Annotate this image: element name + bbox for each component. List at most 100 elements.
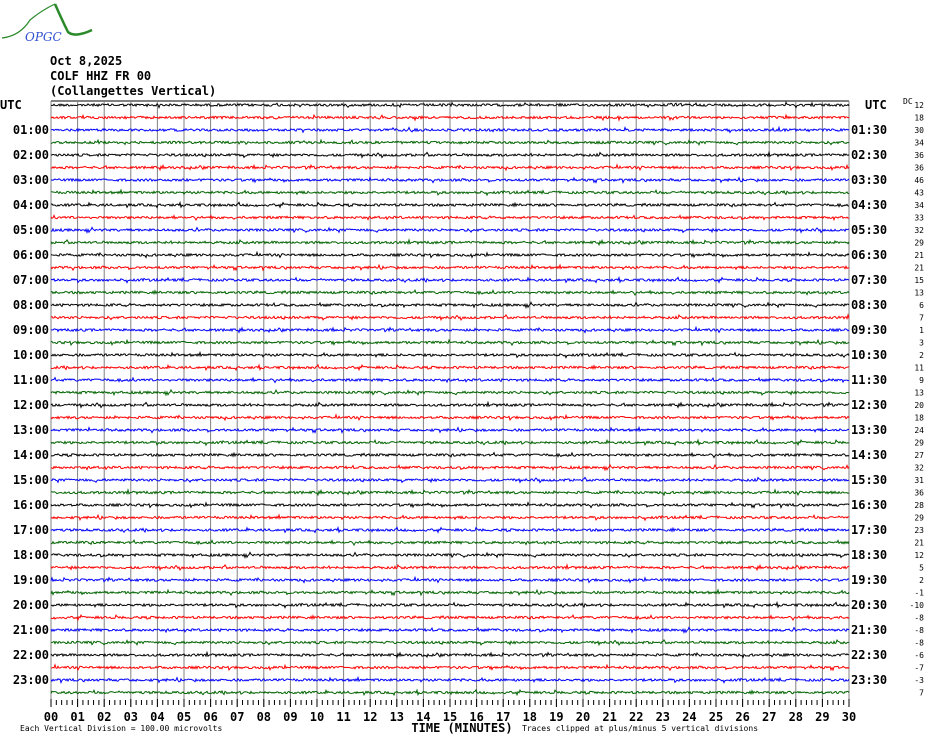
left-hour-label: 22:00 <box>13 648 49 662</box>
dc-value: 12 <box>914 551 924 560</box>
seismic-trace <box>50 214 850 222</box>
seismic-trace <box>50 163 850 172</box>
dc-value: 46 <box>914 176 924 185</box>
x-tick-label: 04 <box>150 710 164 724</box>
opgc-logo: OPGC <box>1 3 93 44</box>
left-hour-label: 09:00 <box>13 323 49 337</box>
dc-value: 21 <box>914 264 924 273</box>
dc-value: -10 <box>910 601 925 610</box>
seismic-trace <box>50 551 850 559</box>
x-tick-label: 11 <box>336 710 350 724</box>
dc-value: 21 <box>914 539 924 548</box>
dc-value: 32 <box>914 464 924 473</box>
right-hour-label: 14:30 <box>851 448 887 462</box>
seismic-trace <box>50 400 850 409</box>
x-tick-label: 12 <box>363 710 377 724</box>
seismic-trace <box>50 275 850 284</box>
seismic-trace <box>50 363 850 372</box>
x-tick-label: 01 <box>70 710 84 724</box>
left-hour-label: 06:00 <box>13 248 49 262</box>
seismic-trace <box>50 176 850 184</box>
x-tick-label: 14 <box>416 710 430 724</box>
x-tick-label: 25 <box>709 710 723 724</box>
right-hour-label: 17:30 <box>851 523 887 537</box>
dc-value: 36 <box>914 164 924 173</box>
seismic-trace <box>50 451 850 459</box>
x-tick-label: 00 <box>44 710 58 724</box>
seismic-trace <box>50 513 850 522</box>
station-label: COLF HHZ FR 00 <box>50 69 152 83</box>
right-hour-label: 19:30 <box>851 573 887 587</box>
left-hour-label: 04:00 <box>13 198 49 212</box>
x-tick-label: 15 <box>443 710 457 724</box>
left-hour-label: 08:00 <box>13 298 49 312</box>
left-hour-label: 05:00 <box>13 223 49 237</box>
x-tick-label: 07 <box>230 710 244 724</box>
dc-value: 21 <box>914 251 924 260</box>
x-tick-label: 20 <box>576 710 590 724</box>
right-hour-label: 12:30 <box>851 398 887 412</box>
dc-value: 43 <box>914 189 924 198</box>
seismic-trace <box>50 150 850 159</box>
clip-note: Traces clipped at plus/minus 5 vertical … <box>522 724 759 733</box>
dc-value: -7 <box>914 664 924 673</box>
dc-value: 30 <box>914 126 924 135</box>
right-hour-label: 05:30 <box>851 223 887 237</box>
x-tick-label: 08 <box>257 710 271 724</box>
right-hour-label: 02:30 <box>851 148 887 162</box>
right-hour-label: 04:30 <box>851 198 887 212</box>
left-hour-label: 19:00 <box>13 573 49 587</box>
left-hour-label: 23:00 <box>13 673 49 687</box>
seismic-trace <box>50 325 850 334</box>
right-hour-label: 21:30 <box>851 623 887 637</box>
dc-value: -8 <box>914 614 924 623</box>
svg-text:OPGC: OPGC <box>25 30 62 44</box>
left-utc-title: UTC <box>0 98 22 112</box>
dc-value: 13 <box>914 289 924 298</box>
right-hour-label: 06:30 <box>851 248 887 262</box>
dc-value: 3 <box>919 339 924 348</box>
dc-value: 18 <box>914 414 924 423</box>
left-hour-label: 07:00 <box>13 273 49 287</box>
seismic-trace <box>50 138 850 147</box>
dc-value: 2 <box>919 576 924 585</box>
right-hour-label: 03:30 <box>851 173 887 187</box>
left-hour-label: 15:00 <box>13 473 49 487</box>
seismic-trace <box>50 613 850 622</box>
seismic-trace <box>50 188 850 197</box>
right-hour-label: 07:30 <box>851 273 887 287</box>
seismic-trace <box>50 438 850 447</box>
left-hour-label: 13:00 <box>13 423 49 437</box>
right-hour-label: 10:30 <box>851 348 887 362</box>
left-hour-label: 12:00 <box>13 398 49 412</box>
x-tick-label: 19 <box>549 710 563 724</box>
seismic-trace <box>50 663 850 672</box>
dc-value: 18 <box>914 114 924 123</box>
dc-value: 31 <box>914 476 924 485</box>
seismic-trace <box>50 263 850 272</box>
seismic-trace <box>50 376 850 384</box>
x-axis-title: TIME (MINUTES) <box>411 721 512 735</box>
right-hour-label: 13:30 <box>851 423 887 437</box>
right-hour-label: 23:30 <box>851 673 887 687</box>
x-tick-label: 26 <box>735 710 749 724</box>
left-hour-label: 21:00 <box>13 623 49 637</box>
x-tick-label: 29 <box>815 710 829 724</box>
date-label: Oct 8,2025 <box>50 54 123 68</box>
left-hour-label: 14:00 <box>13 448 49 462</box>
right-hour-label: 22:30 <box>851 648 887 662</box>
dc-value: 28 <box>914 501 924 510</box>
seismic-trace <box>50 200 850 209</box>
x-tick-label: 22 <box>629 710 643 724</box>
dc-title: DC <box>903 97 913 106</box>
left-hour-label: 17:00 <box>13 523 49 537</box>
dc-value: 29 <box>914 439 924 448</box>
seismic-trace <box>50 525 850 534</box>
dc-value: -1 <box>914 589 924 598</box>
x-tick-label: 05 <box>177 710 191 724</box>
x-tick-label: 16 <box>469 710 483 724</box>
x-tick-label: 28 <box>789 710 803 724</box>
seismic-trace <box>50 588 850 597</box>
seismic-trace <box>50 600 850 609</box>
dc-value: 29 <box>914 514 924 523</box>
